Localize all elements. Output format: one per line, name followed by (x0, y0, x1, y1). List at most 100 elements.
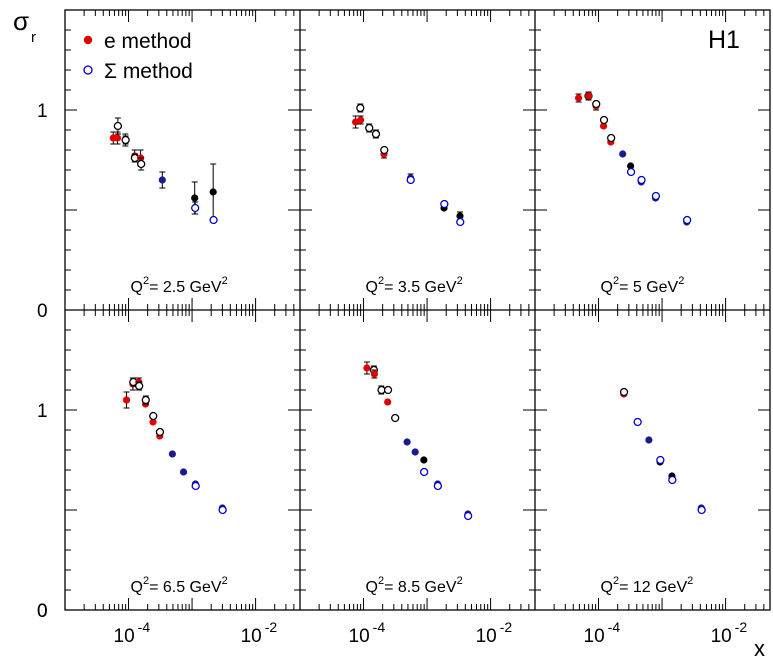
data-point (627, 162, 635, 170)
legend-label-e: e method (104, 30, 192, 53)
legend-marker-sigma (83, 65, 93, 75)
data-point (357, 116, 365, 124)
q2-value: = 2.5 GeV (149, 279, 222, 296)
data-point (599, 115, 609, 125)
x-tick-exponent: -4 (138, 619, 151, 635)
q2-symbol: Q (366, 279, 378, 296)
data-point (384, 398, 392, 406)
q2-superscript: 2 (613, 275, 619, 287)
data-point (433, 481, 443, 491)
data-point (168, 450, 176, 458)
data-point (383, 385, 393, 395)
data-point (191, 194, 199, 202)
q2-superscript: 2 (143, 575, 149, 587)
x-tick-exponent: -4 (608, 619, 621, 635)
y-tick-label: 0 (37, 301, 48, 322)
data-point (637, 175, 646, 185)
q2-unit-superscript: 2 (222, 275, 228, 287)
q2-unit-superscript: 2 (678, 275, 684, 287)
data-point (137, 159, 146, 169)
q2-superscript: 2 (378, 275, 384, 287)
q2-unit-superscript: 2 (687, 575, 693, 587)
data-point (113, 134, 122, 142)
q2-label: Q2= 2.5 GeV2 (131, 275, 228, 296)
q2-label: Q2= 3.5 GeV2 (366, 275, 463, 296)
y-axis-symbol: σ (13, 6, 29, 36)
data-point (406, 175, 415, 185)
x-tick-label: 10 -4 (349, 619, 386, 647)
data-point (403, 438, 411, 446)
x-tick-base: 10 (476, 626, 497, 647)
data-point (122, 396, 131, 404)
data-point (456, 212, 464, 220)
data-points (109, 91, 706, 521)
q2-unit-superscript: 2 (457, 275, 463, 287)
data-point (599, 122, 608, 130)
q2-symbol: Q (131, 279, 143, 296)
x-tick-base: 10 (349, 626, 370, 647)
data-point (420, 456, 428, 464)
data-point (155, 427, 165, 437)
x-tick-label: 10 -4 (584, 619, 621, 647)
x-tick-label: 10 -2 (711, 619, 748, 647)
data-point (179, 468, 188, 476)
data-point (158, 176, 166, 184)
data-point (463, 511, 473, 521)
q2-symbol: Q (601, 279, 613, 296)
q2-symbol: Q (366, 579, 378, 596)
q2-label: Q2= 5 GeV2 (601, 275, 685, 296)
y-tick-label: 0 (37, 601, 48, 622)
data-point (365, 123, 374, 133)
data-point (592, 99, 601, 109)
data-point (191, 481, 200, 491)
q2-label: Q2= 6.5 GeV2 (131, 575, 228, 596)
data-point (371, 129, 381, 139)
data-point (682, 215, 692, 225)
data-point (619, 150, 627, 158)
data-point (668, 475, 677, 485)
x-tick-exponent: -2 (265, 619, 278, 635)
data-point (645, 436, 653, 444)
x-tick-base: 10 (584, 626, 605, 647)
q2-symbol: Q (601, 579, 613, 596)
data-point (574, 94, 583, 102)
data-point (651, 191, 661, 201)
data-point (135, 381, 144, 391)
q2-unit-superscript: 2 (457, 575, 463, 587)
x-tick-base: 10 (711, 626, 732, 647)
data-point (456, 217, 465, 227)
x-tick-exponent: -2 (500, 619, 513, 635)
data-point (209, 188, 217, 196)
data-point (113, 121, 123, 131)
q2-value: = 5 GeV (619, 279, 678, 296)
x-tick-label: 10 -4 (114, 619, 151, 647)
q2-superscript: 2 (613, 575, 619, 587)
y-tick-label: 1 (37, 401, 48, 422)
data-point (363, 364, 371, 372)
data-point (370, 370, 378, 378)
y-tick-label: 1 (37, 101, 48, 122)
x-tick-base: 10 (114, 626, 135, 647)
x-tick-exponent: -2 (735, 619, 748, 635)
data-point (697, 505, 706, 515)
data-point (121, 135, 130, 145)
data-point (626, 167, 636, 177)
x-tick-label: 10 -2 (476, 619, 513, 647)
data-point (141, 395, 150, 405)
data-point (633, 417, 642, 427)
data-point (411, 448, 419, 456)
data-point (420, 467, 429, 477)
q2-value: = 6.5 GeV (149, 579, 222, 596)
y-axis-subscript: r (31, 29, 36, 46)
q2-label: Q2= 8.5 GeV2 (366, 575, 463, 596)
data-point (440, 199, 449, 209)
q2-superscript: 2 (143, 275, 149, 287)
data-point (380, 145, 389, 155)
data-point (218, 505, 227, 515)
q2-superscript: 2 (378, 575, 384, 587)
q2-unit-superscript: 2 (222, 575, 228, 587)
q2-symbol: Q (131, 579, 143, 596)
data-point (656, 455, 665, 465)
q2-value: = 3.5 GeV (384, 279, 457, 296)
